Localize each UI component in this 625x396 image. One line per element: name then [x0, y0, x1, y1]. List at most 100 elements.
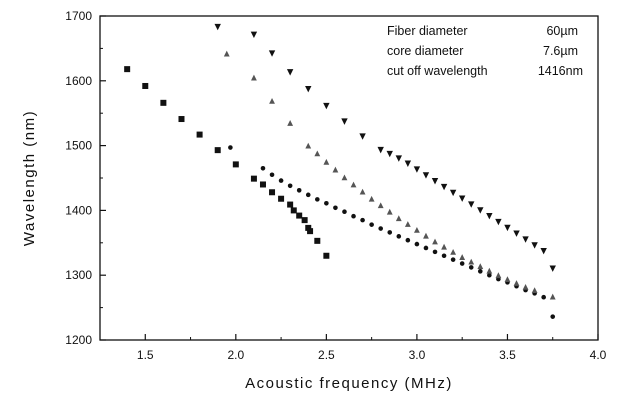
data-point-triangle-up: [269, 97, 275, 104]
data-point-triangle-down: [486, 213, 493, 220]
data-point-square: [278, 195, 285, 202]
data-point-square: [307, 228, 314, 235]
data-point-triangle-down: [386, 150, 393, 158]
data-point-circle: [324, 200, 329, 206]
data-point-triangle-up: [459, 254, 466, 260]
data-point-triangle-down: [449, 189, 457, 197]
data-point-circle: [414, 241, 420, 247]
data-point-square: [142, 82, 149, 89]
data-point-triangle-up: [404, 221, 411, 227]
data-point-triangle-down: [413, 166, 421, 173]
data-point-triangle-up: [305, 142, 312, 149]
data-point-triangle-down: [495, 218, 502, 226]
data-point-square: [296, 212, 303, 219]
data-point-triangle-down: [286, 69, 294, 76]
data-point-circle: [260, 165, 266, 171]
data-point-square: [160, 99, 167, 106]
x-tick-label: 3.0: [409, 348, 426, 362]
data-point-circle: [441, 253, 447, 259]
y-tick-label: 1400: [65, 203, 92, 217]
data-point-circle: [315, 197, 320, 202]
data-point-circle: [287, 183, 293, 189]
data-point-triangle-down: [468, 201, 475, 208]
data-point-circle: [450, 257, 456, 262]
data-point-triangle-up: [341, 174, 348, 181]
data-point-triangle-down: [377, 146, 384, 154]
x-tick-label: 4.0: [590, 348, 607, 362]
data-point-circle: [305, 192, 311, 198]
data-point-triangle-up: [332, 166, 339, 173]
data-point-circle: [423, 245, 429, 251]
data-point-square: [232, 161, 239, 168]
y-axis-title: Wavelength (nm): [21, 110, 38, 246]
data-point-square: [250, 175, 257, 182]
annotation-value-cutoff-wavelength: 1416nm: [538, 64, 583, 78]
data-point-triangle-down: [458, 195, 466, 202]
data-point-triangle-down: [341, 118, 348, 125]
y-tick-label: 1500: [65, 139, 92, 153]
y-tick-label: 1300: [65, 268, 92, 282]
data-point-circle: [360, 217, 365, 223]
data-point-triangle-down: [531, 242, 538, 249]
data-point-triangle-down: [431, 178, 439, 185]
data-point-triangle-down: [305, 86, 312, 93]
data-point-triangle-up: [531, 287, 538, 294]
data-point-circle: [342, 209, 347, 214]
data-point-triangle-up: [395, 215, 402, 222]
data-point-triangle-up: [504, 276, 511, 282]
data-point-triangle-up: [441, 243, 447, 250]
data-point-triangle-up: [368, 195, 375, 202]
data-point-triangle-up: [513, 280, 520, 286]
data-point-square: [301, 217, 308, 224]
data-point-triangle-down: [477, 207, 484, 214]
data-point-triangle-up: [314, 150, 321, 157]
x-tick-label: 3.5: [499, 348, 516, 362]
data-point-square: [196, 131, 203, 138]
y-tick-label: 1600: [65, 74, 92, 88]
data-point-circle: [487, 272, 492, 278]
data-point-circle: [369, 222, 374, 227]
data-point-circle: [477, 269, 483, 274]
y-tick-label: 1200: [65, 333, 92, 347]
data-point-circle: [550, 314, 556, 319]
data-point-circle: [459, 261, 465, 266]
data-point-circle: [296, 188, 302, 193]
data-point-square: [287, 201, 294, 208]
data-markers: [124, 23, 556, 319]
data-point-circle: [278, 178, 284, 183]
data-point-circle: [228, 145, 233, 150]
data-point-triangle-up: [323, 158, 330, 165]
annotation-box: Fiber diameter 60µm core diameter 7.6µm …: [387, 24, 583, 78]
data-point-circle: [396, 234, 402, 239]
data-point-triangle-up: [468, 258, 475, 265]
x-tick-label: 2.5: [318, 348, 335, 362]
x-tick-label: 1.5: [137, 348, 154, 362]
data-point-triangle-up: [251, 74, 257, 81]
data-point-circle: [405, 237, 411, 243]
plot-frame: [99, 15, 599, 341]
annotation-label-core-diameter: core diameter: [387, 44, 463, 58]
data-point-triangle-up: [377, 202, 384, 209]
annotation-label-fiber-diameter: Fiber diameter: [387, 24, 468, 38]
data-point-triangle-up: [287, 120, 294, 126]
data-point-circle: [432, 249, 438, 255]
data-point-triangle-up: [549, 293, 556, 300]
x-axis-title: Acoustic frequency (MHz): [245, 375, 453, 392]
data-point-triangle-down: [522, 236, 529, 243]
data-point-triangle-down: [395, 155, 402, 162]
annotation-value-fiber-diameter: 60µm: [546, 24, 578, 38]
data-point-triangle-up: [477, 263, 484, 270]
data-point-triangle-up: [432, 238, 438, 245]
data-point-triangle-up: [350, 181, 357, 188]
data-point-triangle-down: [540, 248, 547, 255]
data-point-triangle-up: [495, 272, 502, 279]
data-point-triangle-up: [486, 267, 493, 274]
data-point-square: [214, 147, 221, 154]
data-point-triangle-up: [359, 188, 366, 195]
data-point-triangle-down: [504, 224, 511, 232]
data-point-triangle-up: [386, 208, 393, 215]
data-point-triangle-down: [549, 265, 556, 272]
data-point-triangle-down: [422, 172, 430, 179]
data-point-square: [259, 181, 266, 188]
